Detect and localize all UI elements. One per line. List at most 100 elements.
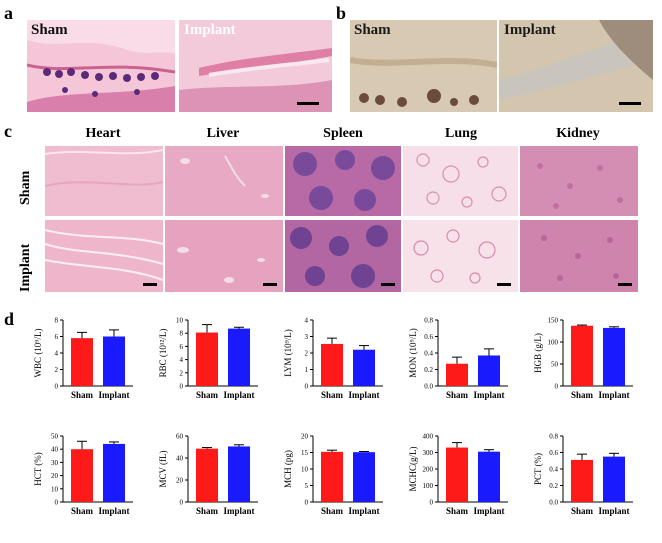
y-axis-label: HGB (g/L) <box>533 333 543 373</box>
y-tick-label: 8 <box>180 330 184 338</box>
x-tick-label: Implant <box>348 506 379 516</box>
x-tick-label: Sham <box>321 390 344 400</box>
chart-5: 0 50 100 150 HGB (g/L) Sham Implant <box>533 317 633 400</box>
sham-kidney-image <box>520 146 638 216</box>
y-tick-label: 4 <box>305 317 309 325</box>
x-tick-label: Sham <box>446 506 469 516</box>
y-axis-label: MON (10⁹/L) <box>408 328 418 377</box>
y-tick-label: 6 <box>180 343 184 351</box>
y-tick-label: 2 <box>180 369 184 377</box>
y-axis-label: MCV (fL) <box>158 450 168 487</box>
bar-implant <box>478 355 500 386</box>
col-spleen-header: Spleen <box>323 126 363 141</box>
y-tick-label: 40 <box>51 446 59 454</box>
spleen-scalebar <box>381 283 395 286</box>
y-tick-label: 200 <box>423 466 434 474</box>
y-axis-label: WBC (10⁹/L) <box>33 329 43 378</box>
panel-b-implant-image: Implant <box>499 20 653 112</box>
y-tick-label: 0 <box>305 499 309 507</box>
bar-sham <box>196 448 218 502</box>
lung-scalebar <box>497 283 511 286</box>
y-tick-label: 0.4 <box>424 350 433 358</box>
x-tick-label: Sham <box>71 506 94 516</box>
x-tick-label: Sham <box>196 506 219 516</box>
bar-implant <box>353 349 375 386</box>
y-tick-label: 8 <box>55 317 59 325</box>
chart-2: 0 2 4 6 8 10 RBC (10¹²/L) Sham Implant <box>158 317 258 400</box>
y-tick-label: 20 <box>51 472 59 480</box>
x-tick-label: Sham <box>571 506 594 516</box>
y-tick-label: 0 <box>55 499 59 507</box>
y-tick-label: 0 <box>180 383 184 391</box>
y-tick-label: 6 <box>55 333 59 341</box>
kidney-scalebar <box>618 283 632 286</box>
panel-c-letter: c <box>4 121 12 141</box>
row-sham-label: Sham <box>18 170 33 205</box>
x-tick-label: Implant <box>98 506 129 516</box>
x-tick-label: Implant <box>223 506 254 516</box>
bar-implant <box>353 452 375 502</box>
y-tick-label: 10 <box>51 485 59 493</box>
y-tick-label: 0.8 <box>549 433 558 441</box>
sham-spleen-image <box>285 146 401 216</box>
panel-b-sham-label: Sham <box>354 22 391 38</box>
bar-sham <box>571 325 593 386</box>
y-tick-label: 5 <box>305 482 309 490</box>
sham-liver-image <box>165 146 283 216</box>
sham-heart-image <box>45 146 163 216</box>
y-axis-label: PCT (%) <box>533 453 543 485</box>
y-tick-label: 4 <box>55 350 59 358</box>
y-tick-label: 60 <box>176 433 184 441</box>
bar-sham <box>446 363 468 386</box>
bar-implant <box>603 327 625 386</box>
y-axis-label: MCHC(g/L) <box>408 446 418 491</box>
y-tick-label: 0 <box>180 499 184 507</box>
col-kidney-header: Kidney <box>556 126 600 141</box>
sham-lung-image <box>403 146 518 216</box>
panel-a-implant-label: Implant <box>184 22 236 38</box>
panel-b-scalebar <box>619 102 641 105</box>
bar-sham <box>71 338 93 386</box>
x-tick-label: Implant <box>598 506 629 516</box>
y-axis-label: HCT (%) <box>33 452 43 486</box>
x-tick-label: Implant <box>223 390 254 400</box>
y-tick-label: 4 <box>180 356 184 364</box>
chart-6: 0 10 20 30 40 50 HCT (%) Sham Implant <box>33 433 133 516</box>
y-tick-label: 0 <box>55 383 59 391</box>
x-tick-label: Sham <box>71 390 94 400</box>
y-axis-label: RBC (10¹²/L) <box>158 329 168 378</box>
implant-heart-image <box>45 220 163 292</box>
heart-scalebar <box>143 283 157 286</box>
y-tick-label: 10 <box>301 466 309 474</box>
y-tick-label: 30 <box>51 459 59 467</box>
y-tick-label: 0.0 <box>549 499 558 507</box>
col-heart-header: Heart <box>85 126 121 141</box>
bar-implant <box>478 451 500 502</box>
y-tick-label: 20 <box>176 477 184 485</box>
y-axis-label: LYM (10⁹/L) <box>283 329 293 376</box>
x-tick-label: Sham <box>571 390 594 400</box>
chart-9: 0 100 200 300 400 MCHC(g/L) Sham Implant <box>408 433 508 516</box>
y-tick-label: 15 <box>301 449 309 457</box>
y-tick-label: 1 <box>305 366 309 374</box>
col-liver-header: Liver <box>206 126 240 141</box>
bar-sham <box>321 451 343 502</box>
chart-1: 0 2 4 6 8 WBC (10⁹/L) Sham Implant <box>33 317 133 400</box>
panel-a-letter: a <box>4 3 13 23</box>
y-tick-label: 0 <box>305 383 309 391</box>
y-tick-label: 100 <box>548 339 559 347</box>
bar-sham <box>196 332 218 386</box>
implant-lung-image <box>403 220 518 292</box>
bar-sham <box>71 449 93 502</box>
x-tick-label: Implant <box>473 390 504 400</box>
y-tick-label: 2 <box>305 350 309 358</box>
chart-3: 0 1 2 3 4 LYM (10⁹/L) Sham Implant <box>283 317 383 400</box>
x-tick-label: Implant <box>598 390 629 400</box>
y-tick-label: 2 <box>55 366 59 374</box>
panel-a-sham-image: Sham <box>27 20 175 112</box>
bar-implant <box>103 443 125 502</box>
y-tick-label: 0 <box>430 499 434 507</box>
y-tick-label: 40 <box>176 455 184 463</box>
y-tick-label: 0.2 <box>549 482 558 490</box>
y-tick-label: 150 <box>548 317 559 325</box>
